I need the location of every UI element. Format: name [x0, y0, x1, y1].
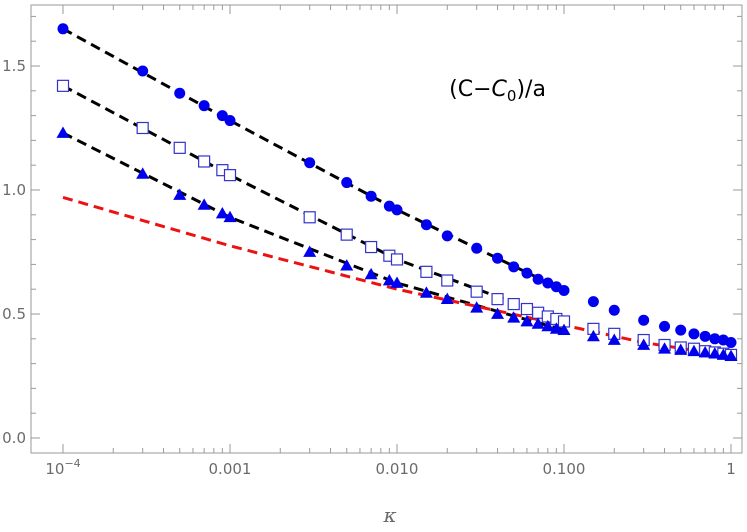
series-3-point-4: [197, 198, 211, 210]
series-3-point-21: [557, 323, 571, 335]
series-3-point-29: [708, 347, 722, 359]
series-3-point-9: [364, 267, 378, 280]
plot-frame: [30, 4, 743, 454]
series-1-point-13: [441, 230, 453, 242]
series-1-point-2: [137, 65, 149, 77]
x-tick-label-3: 0.010: [376, 460, 419, 478]
y-tick-label-4: 1.5: [2, 57, 26, 75]
x-axis-title: κ: [382, 503, 396, 527]
x-tick-label-1: 10−4: [45, 457, 80, 478]
series-3-point-30: [716, 348, 730, 360]
series-2-point-2: [136, 121, 149, 135]
series-3-point-13: [440, 292, 454, 304]
x-tick-label-4: 0.100: [543, 460, 586, 478]
series-1-point-23: [608, 304, 620, 316]
series-2-point-1: [56, 79, 70, 92]
annotation-italic: C: [492, 77, 508, 102]
series-1-point-4: [198, 100, 210, 112]
series-1-point-25: [659, 320, 671, 332]
annotation-label: (C−C0)/a: [449, 77, 546, 105]
x-axis: 10−4 0.001 0.010 0.100 1: [45, 5, 736, 478]
series-1-point-14: [471, 242, 483, 254]
series-3-point-22: [586, 329, 600, 342]
y-tick-label-3: 1.0: [2, 181, 26, 199]
series-1-point-18: [532, 273, 544, 285]
annotation-prefix: (C−: [449, 77, 491, 102]
series-3-point-8: [340, 259, 354, 271]
series-3-point-28: [698, 345, 712, 358]
series-2-point-7: [303, 211, 316, 224]
series-1-point-8: [341, 177, 353, 189]
series-1-point-17: [521, 267, 533, 279]
series-3-point-15: [491, 307, 505, 319]
y-tick-label-2: 0.5: [2, 305, 26, 323]
y-tick-label-1: 0.0: [2, 429, 26, 447]
series-2-point-8: [340, 228, 353, 241]
series-3-point-19: [541, 319, 555, 332]
series-3-point-25: [658, 342, 672, 354]
fit-line-2: [62, 84, 565, 323]
x-tick-label-2: 0.001: [209, 460, 252, 478]
series-1-point-22: [587, 296, 599, 308]
series-1-point-9: [365, 190, 377, 202]
series-2-point-6: [223, 169, 237, 182]
series-1-point-12: [420, 219, 432, 231]
series-1-point-27: [688, 328, 700, 340]
series-1-point-26: [675, 324, 687, 336]
series-1-point-21: [558, 284, 570, 296]
series-3-point-6: [223, 210, 237, 223]
series-3-point-26: [674, 343, 688, 355]
series-1-point-6: [224, 115, 236, 127]
series-3-point-18: [531, 317, 545, 329]
series-2-point-14: [470, 285, 483, 298]
series-2-point-3: [173, 141, 186, 154]
series-1-point-16: [508, 261, 520, 273]
series-3-point-16: [507, 311, 521, 323]
fit-lines: [62, 27, 732, 358]
series-2-point-13: [441, 274, 454, 287]
series-2-point-11: [390, 253, 404, 266]
series-3-point-23: [607, 333, 621, 345]
series-1-point-15: [492, 252, 504, 264]
fit-line-3: [62, 131, 565, 332]
series-3-point-2: [136, 167, 150, 179]
y-axis: 0.0 0.5 1.0 1.5: [2, 15, 742, 447]
series-3-point-20: [549, 322, 563, 334]
series-3-point-27: [687, 344, 701, 357]
series-1-point-11: [391, 204, 403, 216]
series-3-point-12: [419, 286, 433, 298]
series-3-point-1: [56, 126, 70, 138]
series-3-point-14: [470, 301, 484, 313]
series-1-point-3: [174, 87, 186, 99]
series-3-point-24: [637, 338, 651, 350]
series-1-point-29: [709, 333, 721, 345]
series-1-point-7: [304, 157, 316, 169]
series-1-point-31: [725, 337, 737, 349]
series-3-point-3: [173, 188, 187, 200]
x-tick-label-5: 1: [726, 460, 736, 478]
fit-line-4: [62, 195, 732, 358]
series-3-point-10: [382, 274, 396, 286]
markers: [56, 23, 738, 362]
series-2-point-12: [420, 265, 433, 278]
series-3-point-5: [215, 207, 229, 219]
series-3-point-11: [390, 276, 404, 288]
series-2-point-17: [520, 302, 534, 316]
series-2-point-9: [365, 240, 378, 254]
series-3-point-17: [520, 314, 534, 327]
series-1-point-19: [542, 277, 554, 289]
series-3-point-7: [303, 245, 317, 257]
series-1-point-24: [638, 314, 650, 326]
series-2-point-4: [198, 155, 211, 168]
series-2-point-16: [507, 297, 520, 311]
series-1-point-28: [699, 330, 711, 342]
series-3-point-31: [724, 349, 738, 362]
annotation-suffix: )/a: [516, 77, 545, 102]
annotation-subscript: 0: [507, 87, 517, 105]
series-2-point-15: [491, 293, 504, 306]
series-1-point-1: [57, 23, 69, 35]
